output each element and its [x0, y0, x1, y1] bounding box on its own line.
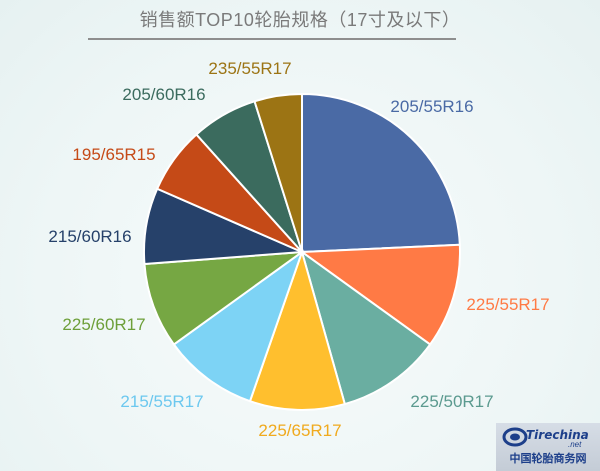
slice-label-225-60r17: 225/60R17: [62, 315, 145, 334]
chart-title: 销售额TOP10轮胎规格（17寸及以下）: [139, 10, 461, 30]
pie-slice-225-60r17: [143, 250, 306, 346]
tirechina-logo: Tirechina .net 中国轮胎商务网: [496, 423, 600, 471]
slice-label-205-60r16: 205/60R16: [122, 85, 205, 104]
tire-icon: [502, 427, 528, 447]
slice-label-225-55r17: 225/55R17: [466, 295, 549, 314]
pie-slice-225-55r17: [299, 243, 461, 346]
title-divider: [88, 38, 456, 40]
slice-label-225-65r17: 225/65R17: [258, 421, 341, 440]
logo-suffix: .net: [568, 440, 582, 449]
pie-slice-205-55r16: [301, 92, 461, 254]
slice-label-215-60r16: 215/60R16: [48, 227, 131, 246]
slice-label-195-65r15: 195/65R15: [72, 145, 155, 164]
logo-emblem: [502, 427, 594, 447]
slice-label-215-55r17: 215/55R17: [120, 392, 203, 411]
pie-slice-225-50r17: [300, 249, 432, 406]
slice-label-205-55r16: 205/55R16: [390, 97, 473, 116]
logo-brand: Tirechina: [526, 428, 589, 442]
pie-slices: [143, 92, 461, 411]
slice-labels: 205/55R16 225/55R17 225/50R17 225/65R17 215/…: [48, 59, 549, 440]
pie-slice-225-65r17: [248, 248, 347, 411]
slice-label-225-50r17: 225/50R17: [410, 392, 493, 411]
slice-label-235-55r17: 235/55R17: [208, 59, 291, 78]
pie-slice-235-55r17: [253, 92, 303, 253]
logo-caption: 中国轮胎商务网: [509, 453, 587, 465]
pie-slice-215-55r17: [172, 249, 304, 403]
